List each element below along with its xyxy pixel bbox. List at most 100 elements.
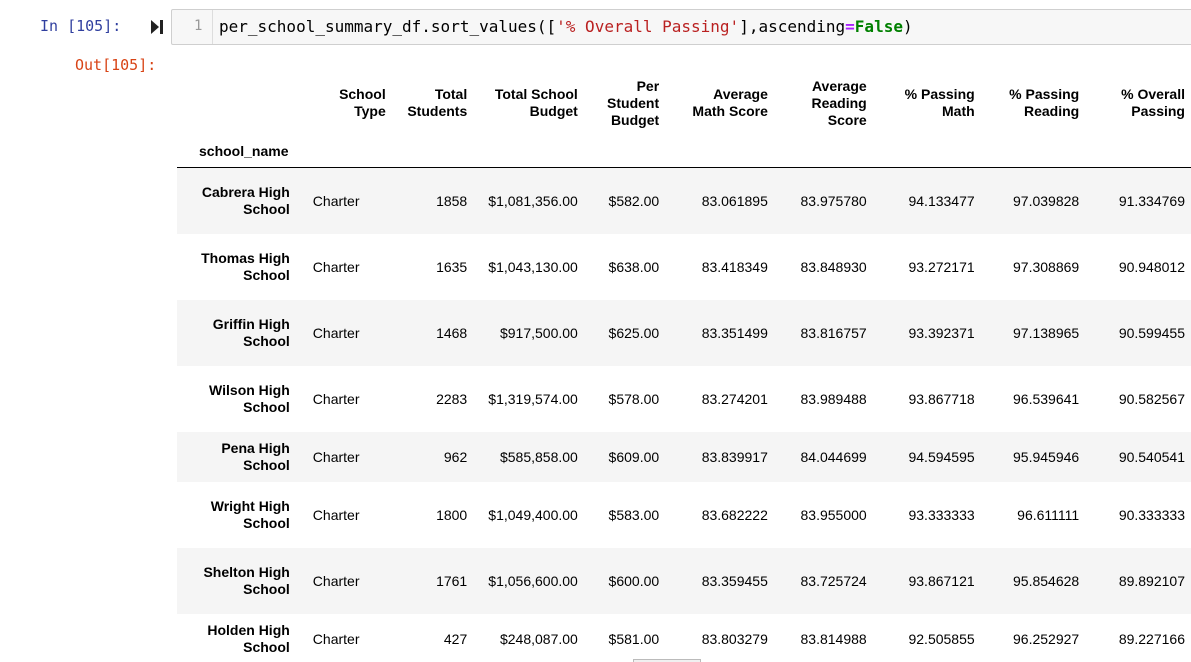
column-header: School Type (296, 70, 392, 136)
table-cell: Charter (312, 506, 360, 523)
school-name-line: Cabrera High (201, 183, 290, 200)
column-header-line: % Passing (1009, 86, 1080, 102)
column-header: Average Reading Score (774, 70, 873, 136)
column-header: % Passing Reading (981, 70, 1086, 136)
column-header: Total Students (392, 70, 474, 136)
table-cell: 83.816757 (800, 324, 867, 341)
school-name-line: Wilson High (209, 381, 290, 398)
table-cell: 94.133477 (908, 192, 975, 209)
table-cell: 95.854628 (1013, 572, 1080, 589)
dataframe-table: School Type Total Students Total School Budge… (177, 70, 1191, 662)
table-cell: 2283 (436, 390, 468, 407)
table-cell: 92.505855 (908, 630, 975, 647)
table-row: Pena High School Charter 962 $585,858.00 $609… (177, 431, 1191, 482)
column-header: Total School Budget (473, 70, 584, 136)
table-cell: 1468 (436, 324, 468, 341)
column-header-line: Budget (529, 103, 578, 119)
table-cell: Charter (312, 390, 360, 407)
table-cell: 84.044699 (800, 448, 867, 465)
table-cell: 93.867718 (908, 390, 975, 407)
column-header-line: % Overall (1121, 86, 1185, 102)
index-row-blank (473, 136, 584, 168)
table-cell: 94.594595 (908, 448, 975, 465)
column-header-line: % Passing (904, 86, 975, 102)
table-cell: $585,858.00 (499, 448, 578, 465)
code-input-area[interactable]: 1 per_school_summary_df.sort_values(['% … (171, 9, 1191, 45)
table-cell: $1,081,356.00 (488, 192, 578, 209)
index-row-blank (873, 136, 981, 168)
table-cell: 83.955000 (800, 506, 867, 523)
column-header-line: Reading (1023, 103, 1080, 119)
school-name-line: School (243, 398, 290, 415)
index-row-blank (774, 136, 873, 168)
column-header: % Overall Passing (1085, 70, 1191, 136)
table-cell: 83.061895 (701, 192, 768, 209)
table-cell: 1635 (436, 258, 468, 275)
table-cell: $600.00 (608, 572, 660, 589)
row-index-school-name: Thomas High School (177, 234, 296, 300)
column-header-row: School Type Total Students Total School Budge… (177, 70, 1191, 136)
table-cell: Charter (312, 192, 360, 209)
column-header: % Passing Math (873, 70, 981, 136)
column-header-line: Reading (811, 94, 867, 111)
code-line[interactable]: per_school_summary_df.sort_values(['% Ov… (219, 17, 913, 36)
table-cell: 83.803279 (701, 630, 768, 647)
column-header-line: Per (636, 77, 660, 94)
table-row: Holden High School Charter 427 $248,087.00 $5… (177, 614, 1191, 662)
table-cell: 83.848930 (800, 258, 867, 275)
column-header-line: Type (354, 103, 386, 119)
table-cell: 90.599455 (1118, 324, 1185, 341)
table-cell: Charter (312, 258, 360, 275)
table-row: Wright High School Charter 1800 $1,049,400.0… (177, 482, 1191, 548)
table-cell: 91.334769 (1118, 192, 1185, 209)
table-cell: 90.333333 (1118, 506, 1185, 523)
index-row-blank (296, 136, 392, 168)
school-name-line: Shelton High (203, 563, 290, 580)
column-header-line: Average (713, 86, 768, 102)
table-cell: 83.351499 (701, 324, 768, 341)
column-header: Average Math Score (665, 70, 774, 136)
table-cell: 1800 (436, 506, 468, 523)
table-cell: $581.00 (608, 630, 660, 647)
table-cell: 90.582567 (1118, 390, 1185, 407)
row-index-school-name: Pena High School (177, 432, 296, 482)
column-header-line: Average (811, 77, 867, 94)
index-row-blank (392, 136, 474, 168)
index-row-blank (665, 136, 774, 168)
school-name-line: Wright High (210, 497, 290, 514)
table-cell: $248,087.00 (499, 630, 578, 647)
school-name-line: School (243, 514, 290, 531)
row-index-school-name: Cabrera High School (177, 168, 296, 234)
table-cell: 83.418349 (701, 258, 768, 275)
table-body: Cabrera High School Charter 1858 $1,081,356.… (177, 167, 1191, 662)
school-name-line: School (243, 332, 290, 349)
code-operator: = (845, 17, 855, 36)
column-header-line: Total (434, 86, 468, 102)
index-name-row: school_name (177, 136, 1191, 168)
table-cell: 83.975780 (800, 192, 867, 209)
input-prompt: In [105]: (40, 17, 122, 35)
run-step-icon[interactable] (150, 18, 164, 36)
column-header: Per Student Budget (584, 70, 665, 136)
index-row-blank (1085, 136, 1191, 168)
row-index-school-name: Wilson High School (177, 366, 296, 432)
table-cell: 90.948012 (1118, 258, 1185, 275)
table-cell: $625.00 (608, 324, 660, 341)
table-cell: 1761 (436, 572, 468, 589)
horizontal-scrollbar[interactable] (633, 659, 701, 662)
school-name-line: Pena High (221, 439, 290, 456)
table-row: Cabrera High School Charter 1858 $1,081,356.… (177, 167, 1191, 234)
column-header-line: Passing (1131, 103, 1185, 119)
table-cell: 83.359455 (701, 572, 768, 589)
table-cell: 97.039828 (1013, 192, 1080, 209)
school-name-line: School (243, 638, 290, 655)
column-header-line: Budget (610, 111, 660, 128)
table-cell: $583.00 (608, 506, 660, 523)
table-cell: 96.252927 (1013, 630, 1080, 647)
table-cell: 96.539641 (1013, 390, 1080, 407)
school-name-line: School (243, 266, 290, 283)
table-cell: $917,500.00 (499, 324, 578, 341)
table-cell: 97.138965 (1013, 324, 1080, 341)
school-name-line: Thomas High (201, 249, 290, 266)
